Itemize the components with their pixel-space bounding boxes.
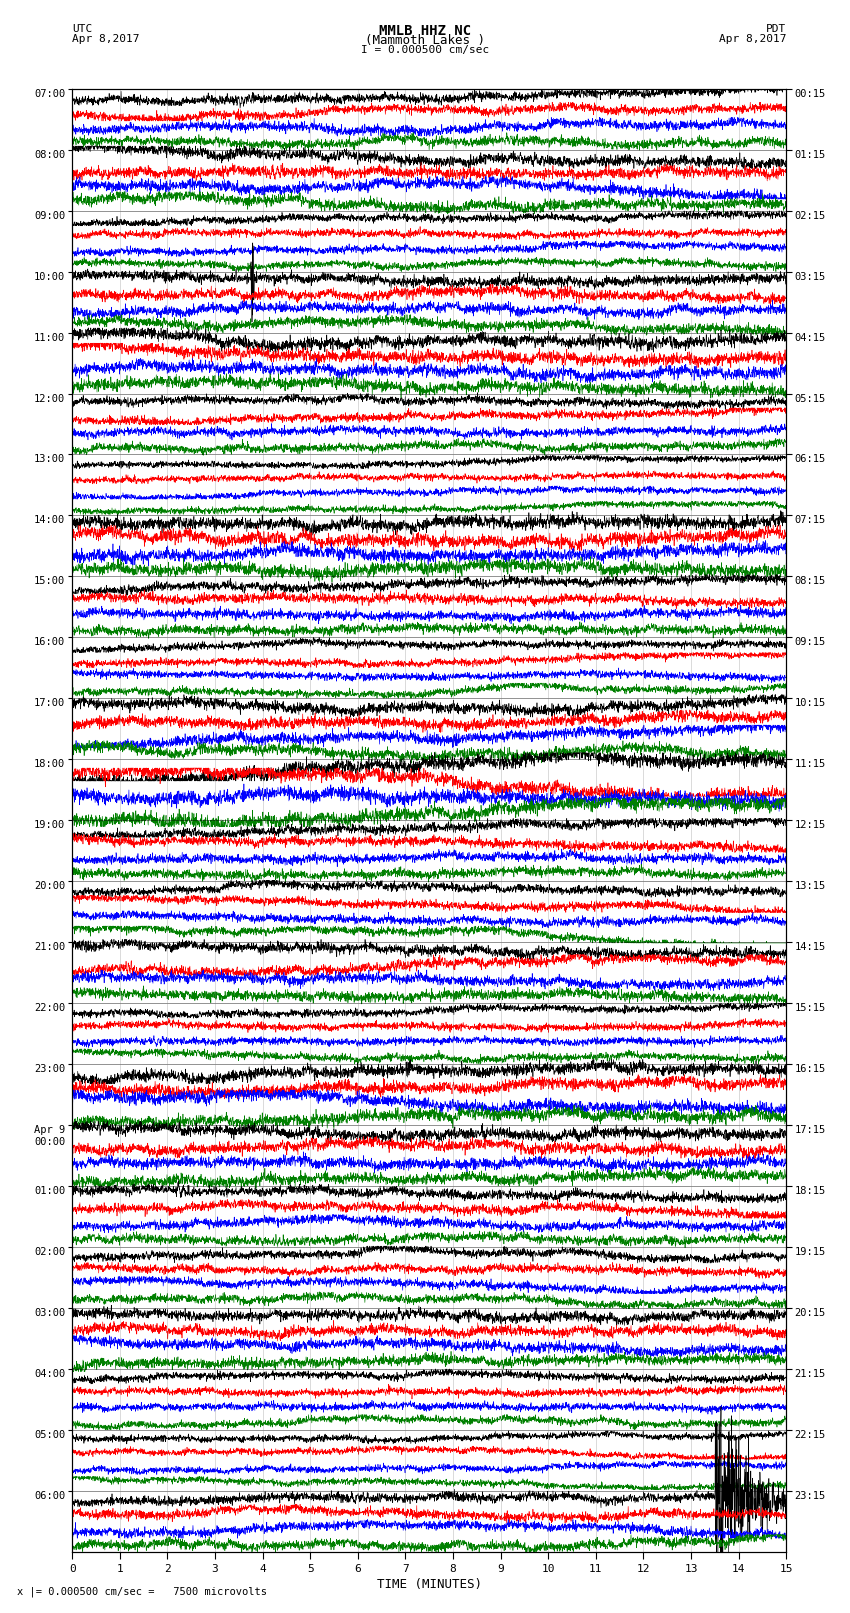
Text: x |= 0.000500 cm/sec =   7500 microvolts: x |= 0.000500 cm/sec = 7500 microvolts xyxy=(17,1586,267,1597)
Text: Apr 8,2017: Apr 8,2017 xyxy=(719,34,786,44)
X-axis label: TIME (MINUTES): TIME (MINUTES) xyxy=(377,1578,482,1590)
Text: UTC: UTC xyxy=(72,24,93,34)
Text: (Mammoth Lakes ): (Mammoth Lakes ) xyxy=(365,34,485,47)
Text: Apr 8,2017: Apr 8,2017 xyxy=(72,34,139,44)
Text: PDT: PDT xyxy=(766,24,786,34)
Text: MMLB HHZ NC: MMLB HHZ NC xyxy=(379,24,471,39)
Text: I = 0.000500 cm/sec: I = 0.000500 cm/sec xyxy=(361,45,489,55)
